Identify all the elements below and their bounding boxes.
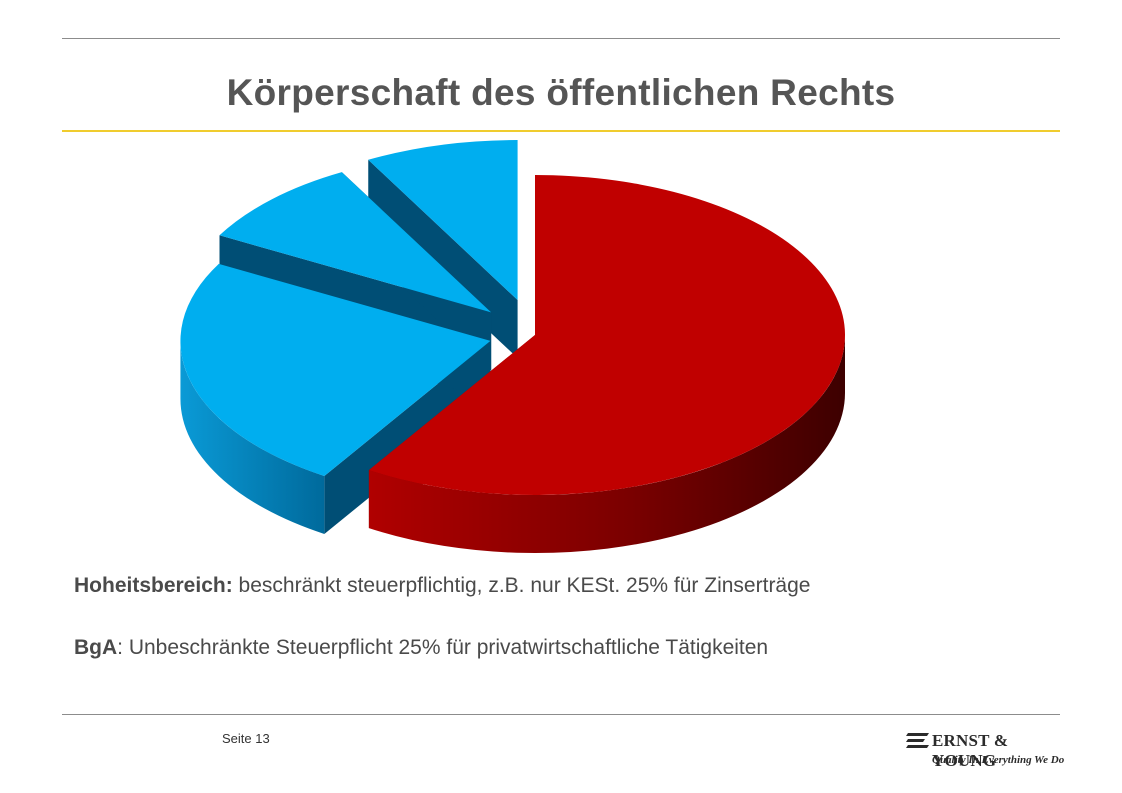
pie-slice-1-top [368,175,846,495]
top-rule [62,38,1060,39]
hoheitsbereich-text: Hoheitsbereich: beschränkt steuerpflicht… [74,574,810,598]
hoheitsbereich-description: beschränkt steuerpflichtig, z.B. nur KES… [232,574,811,597]
ey-logo-icon [906,733,929,748]
slide-title: Körperschaft des öffentlichen Rechts [226,72,896,113]
title-underline [62,130,1060,132]
logo-tagline: Quality In Everything We Do [932,754,1065,766]
pie-slice-1-side [368,335,846,554]
pie-slice-4-top [368,140,518,301]
pie-slice-2 [180,263,491,534]
pie-slice-3-top [219,172,492,313]
bga-text: BgA: Unbeschränkte Steuerpflicht 25% für… [74,636,768,660]
logo-wordmark: ERNST & YOUNG [932,731,1009,770]
page-number: Seite 13 [222,731,270,746]
bga-description: : Unbeschränkte Steuerpflicht 25% für pr… [117,636,769,659]
pie-slice-2-cut-face-1 [324,340,491,534]
pie-slice-2-top [180,263,491,476]
pie-slice-2-side [180,340,325,534]
pie-chart [180,140,846,554]
bga-label: BgA [74,636,118,659]
ernst-young-logo: ERNST & YOUNG Quality In Everything We D… [906,731,1066,771]
footer-rule [62,714,1060,715]
hoheitsbereich-label: Hoheitsbereich: [74,574,233,597]
pie-slice-1 [368,175,846,554]
